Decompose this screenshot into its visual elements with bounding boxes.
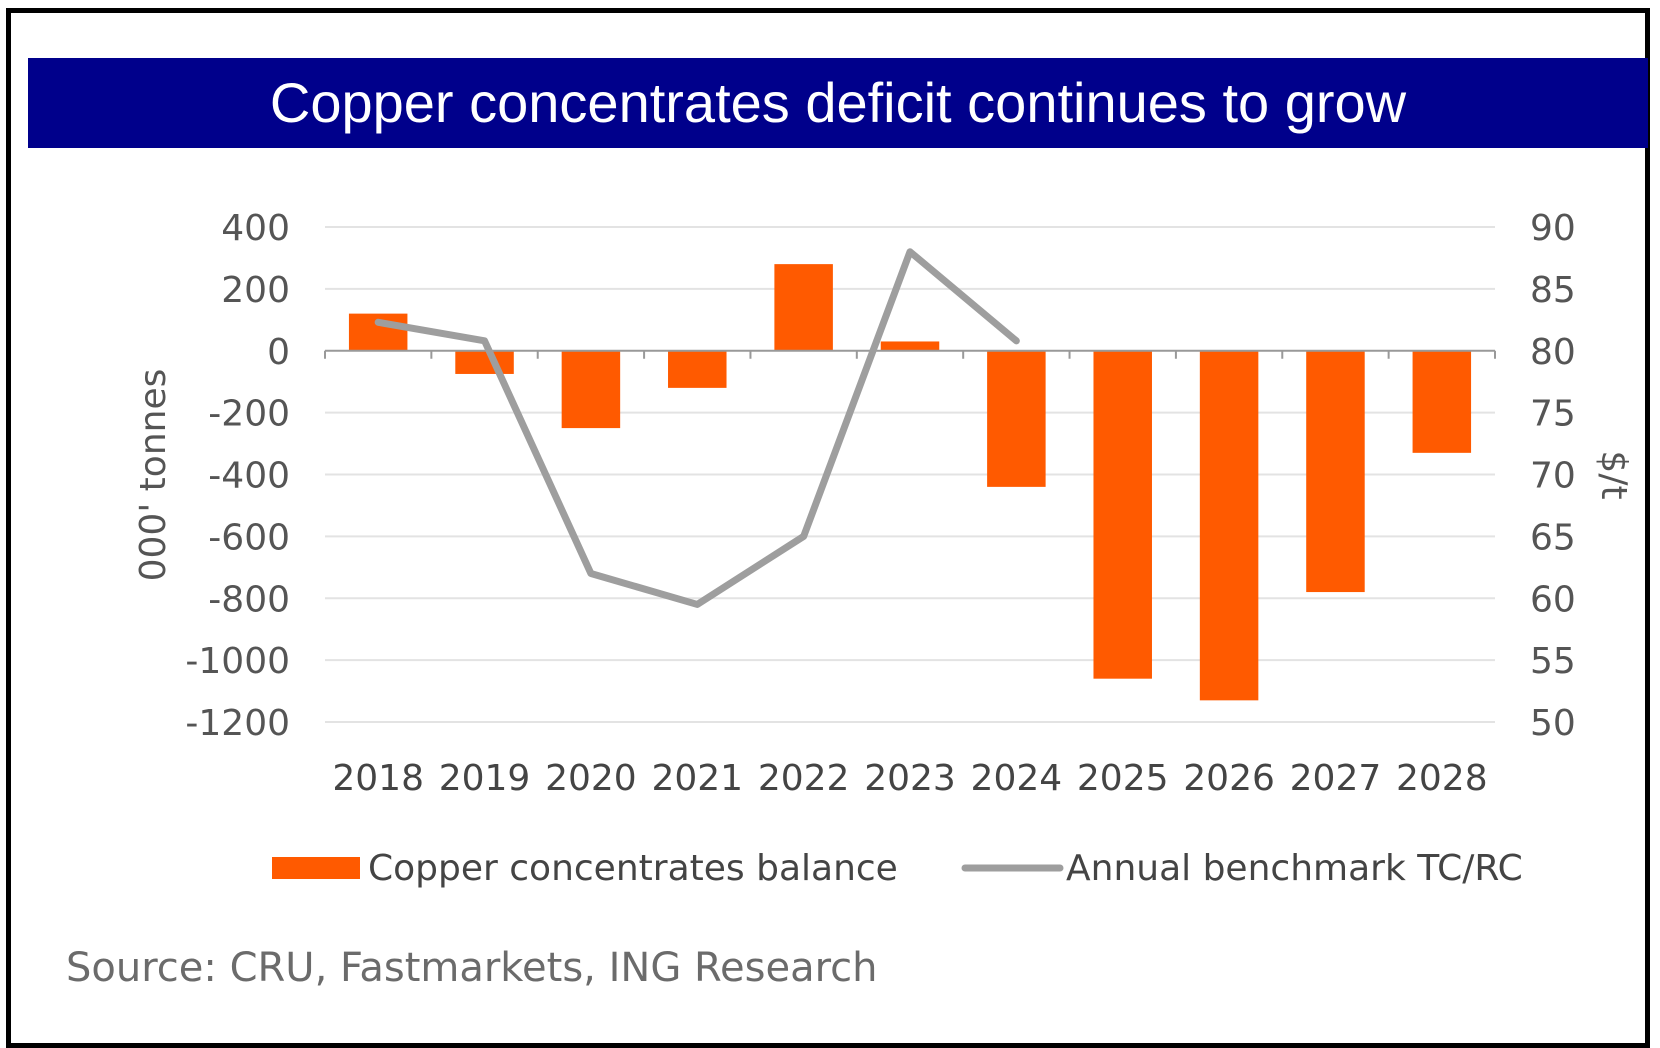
x-tick-label: 2025 — [1077, 758, 1169, 799]
y2-tick-label: 80 — [1530, 332, 1576, 373]
bar — [561, 350, 621, 429]
y2-tick-label: 55 — [1530, 641, 1576, 682]
x-tick-label: 2023 — [864, 758, 956, 799]
bar — [668, 350, 727, 388]
y2-axis-title: $/t — [1593, 450, 1634, 499]
x-tick-label: 2021 — [651, 758, 743, 799]
bar — [880, 341, 940, 351]
y2-tick-label: 65 — [1530, 517, 1576, 558]
x-tick-label: 2024 — [971, 758, 1063, 799]
x-tick-label: 2018 — [332, 758, 424, 799]
y-tick-label: -400 — [208, 456, 290, 497]
y-tick-label: 0 — [267, 332, 290, 373]
x-tick-label: 2026 — [1183, 758, 1275, 799]
y-tick-label: 400 — [221, 208, 290, 249]
x-tick-label: 2028 — [1396, 758, 1488, 799]
legend-label-bar: Copper concentrates balance — [368, 848, 898, 889]
y-tick-label: -600 — [208, 517, 290, 558]
bar — [987, 350, 1046, 487]
y-tick-label: -800 — [208, 579, 290, 620]
y2-tick-label: 50 — [1530, 703, 1576, 744]
legend-swatch-bar — [272, 857, 360, 879]
y-tick-label: -1200 — [185, 703, 290, 744]
y-axis-title: 000' tonnes — [133, 369, 174, 582]
chart-title: Copper concentrates deficit continues to… — [28, 58, 1648, 148]
bar — [1199, 350, 1259, 701]
bar — [1306, 350, 1365, 593]
x-tick-label: 2020 — [545, 758, 637, 799]
legend-label-line: Annual benchmark TC/RC — [1066, 848, 1523, 889]
bar — [1093, 350, 1152, 679]
y-tick-label: -200 — [208, 394, 290, 435]
y-tick-label: -1000 — [185, 641, 290, 682]
x-tick-label: 2027 — [1290, 758, 1382, 799]
x-tick-label: 2022 — [758, 758, 850, 799]
line-series — [374, 248, 1020, 608]
y2-tick-label: 75 — [1530, 394, 1576, 435]
x-tick-label: 2019 — [439, 758, 531, 799]
source-note: Source: CRU, Fastmarkets, ING Research — [66, 945, 878, 991]
y2-tick-label: 70 — [1530, 456, 1576, 497]
y-tick-label: 200 — [221, 270, 290, 311]
bar — [455, 350, 514, 374]
y2-tick-label: 60 — [1530, 579, 1576, 620]
y2-tick-label: 90 — [1530, 208, 1576, 249]
y2-tick-label: 85 — [1530, 270, 1576, 311]
bar — [1412, 350, 1472, 453]
bar — [774, 264, 833, 351]
